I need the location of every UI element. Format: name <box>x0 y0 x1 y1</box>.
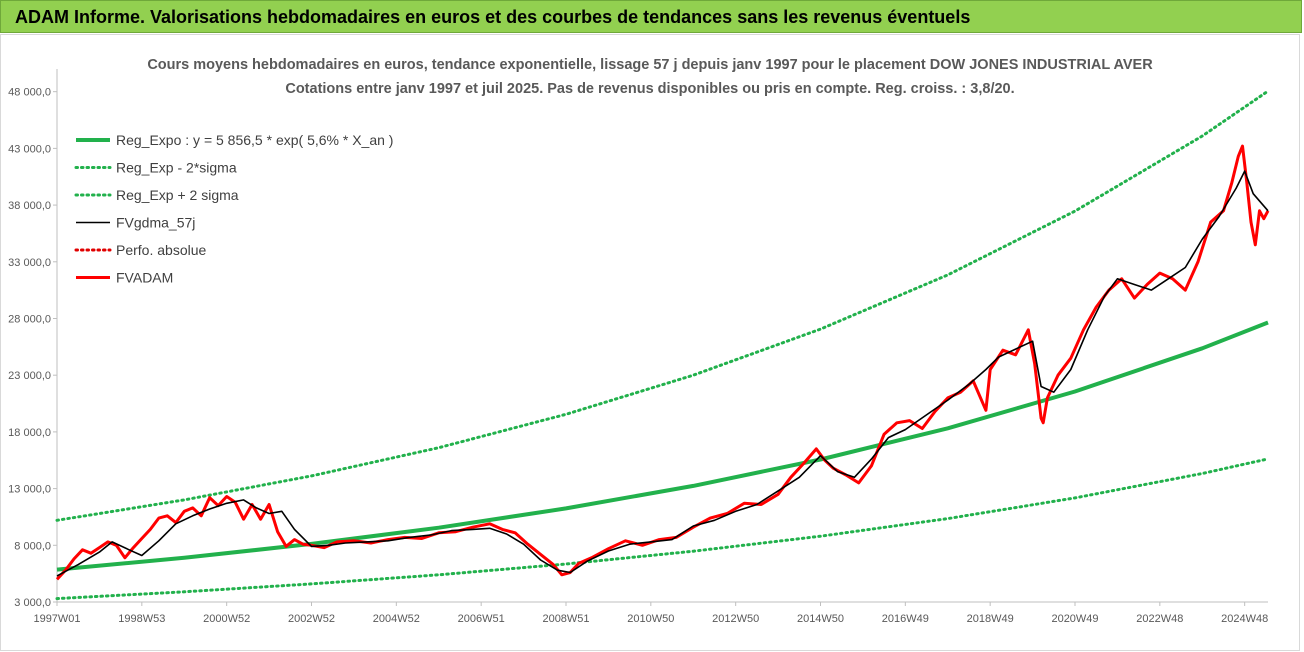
x-tick-label: 2014W50 <box>797 613 844 625</box>
x-tick-label: 2000W52 <box>203 613 250 625</box>
x-tick-label: 2020W49 <box>1051 613 1098 625</box>
y-tick-label: 28 000,0 <box>8 313 51 325</box>
legend-label: FVgdma_57j <box>116 215 195 231</box>
x-tick-label: 2024W48 <box>1221 613 1268 625</box>
header-bar: ADAM Informe. Valorisations hebdomadaire… <box>0 0 1302 33</box>
legend-label: FVADAM <box>116 270 173 286</box>
x-tick-label: 2004W52 <box>373 613 420 625</box>
x-tick-label: 2010W50 <box>627 613 674 625</box>
y-tick-label: 33 000,0 <box>8 257 51 269</box>
x-tick-label: 2008W51 <box>542 613 589 625</box>
chart-title-line2: Cotations entre janv 1997 et juil 2025. … <box>285 81 1014 97</box>
chart-svg: Cours moyens hebdomadaires en euros, ten… <box>0 34 1300 651</box>
y-tick-label: 8 000,0 <box>14 540 51 552</box>
series-line-1 <box>55 457 1270 601</box>
page-title: ADAM Informe. Valorisations hebdomadaire… <box>15 7 971 27</box>
legend-label: Reg_Exp + 2 sigma <box>116 187 239 203</box>
legend-label: Perfo. absolue <box>116 242 206 258</box>
y-tick-label: 13 000,0 <box>8 484 51 496</box>
x-tick-label: 1997W01 <box>33 613 80 625</box>
x-tick-label: 2016W49 <box>882 613 929 625</box>
y-tick-label: 43 000,0 <box>8 143 51 155</box>
y-tick-label: 3 000,0 <box>14 597 51 609</box>
x-tick-label: 2006W51 <box>458 613 505 625</box>
x-tick-label: 1998W53 <box>118 613 165 625</box>
series-line-2 <box>55 89 1270 522</box>
series-line-3 <box>56 170 1269 577</box>
x-tick-label: 2012W50 <box>712 613 759 625</box>
y-tick-label: 23 000,0 <box>8 370 51 382</box>
legend-label: Reg_Expo : y = 5 856,5 * exp( 5,6% * X_a… <box>116 132 393 148</box>
legend: Reg_Expo : y = 5 856,5 * exp( 5,6% * X_a… <box>74 132 393 286</box>
x-tick-label: 2002W52 <box>288 613 335 625</box>
series-line-0 <box>56 320 1269 572</box>
y-tick-label: 48 000,0 <box>8 87 51 99</box>
x-axis-ticks: 1997W01 1998W53 2000W52 2002W52 2004W52 2006W… <box>33 602 1268 625</box>
plot-area <box>55 89 1270 601</box>
legend-label: Reg_Exp - 2*sigma <box>116 160 237 176</box>
y-tick-label: 18 000,0 <box>8 427 51 439</box>
x-tick-label: 2018W49 <box>967 613 1014 625</box>
chart-title-line1: Cours moyens hebdomadaires en euros, ten… <box>147 57 1153 73</box>
x-tick-label: 2022W48 <box>1136 613 1183 625</box>
chart-area: Cours moyens hebdomadaires en euros, ten… <box>0 34 1304 652</box>
y-tick-label: 38 000,0 <box>8 200 51 212</box>
y-axis-ticks: 3 000,0 8 000,0 13 000,0 18 000,0 23 000,0 28… <box>8 87 57 609</box>
